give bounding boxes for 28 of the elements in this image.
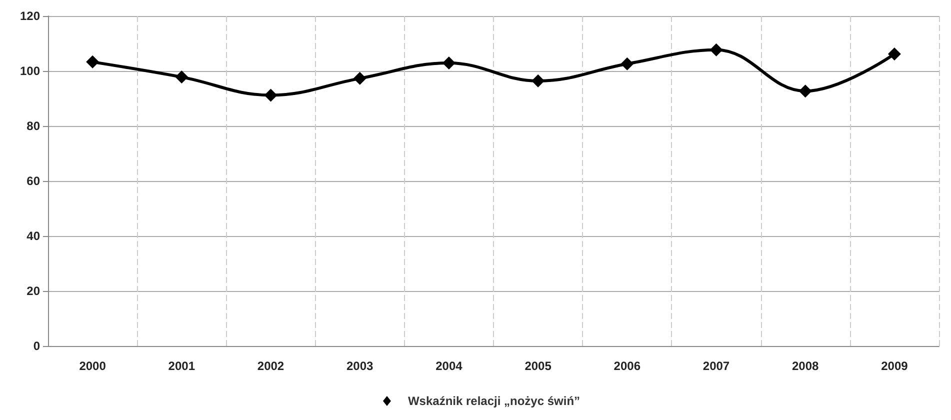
point: [888, 47, 901, 60]
y-tick-label: 20: [26, 284, 40, 298]
legend-label: Wskaźnik relacji „nożyc świń”: [408, 394, 580, 408]
point: [798, 84, 812, 98]
point: [620, 57, 634, 70]
x-tick-label: 2001: [168, 359, 196, 373]
x-tick-label: 2002: [257, 359, 284, 373]
point: [532, 74, 545, 88]
x-tick-label: 2007: [702, 359, 730, 373]
point: [442, 56, 456, 70]
point: [175, 70, 188, 84]
y-tick-label: 40: [26, 229, 40, 243]
x-tick-label: 2004: [436, 359, 463, 373]
point: [353, 72, 366, 85]
point: [86, 55, 100, 68]
y-tick-label: 60: [26, 174, 40, 188]
x-tick-label: 2000: [79, 359, 106, 373]
x-tick-label: 2006: [614, 359, 641, 373]
x-tick-label: 2003: [346, 359, 374, 373]
y-tick-label: 100: [20, 64, 40, 78]
y-tick-label: 80: [26, 119, 40, 133]
y-tick-label: 0: [33, 339, 40, 353]
y-tick-label: 120: [20, 9, 40, 23]
x-tick-label: 2005: [524, 359, 552, 373]
point: [264, 88, 278, 102]
x-tick-label: 2009: [881, 359, 908, 373]
point: [710, 43, 723, 56]
x-tick-label: 2008: [792, 359, 820, 373]
